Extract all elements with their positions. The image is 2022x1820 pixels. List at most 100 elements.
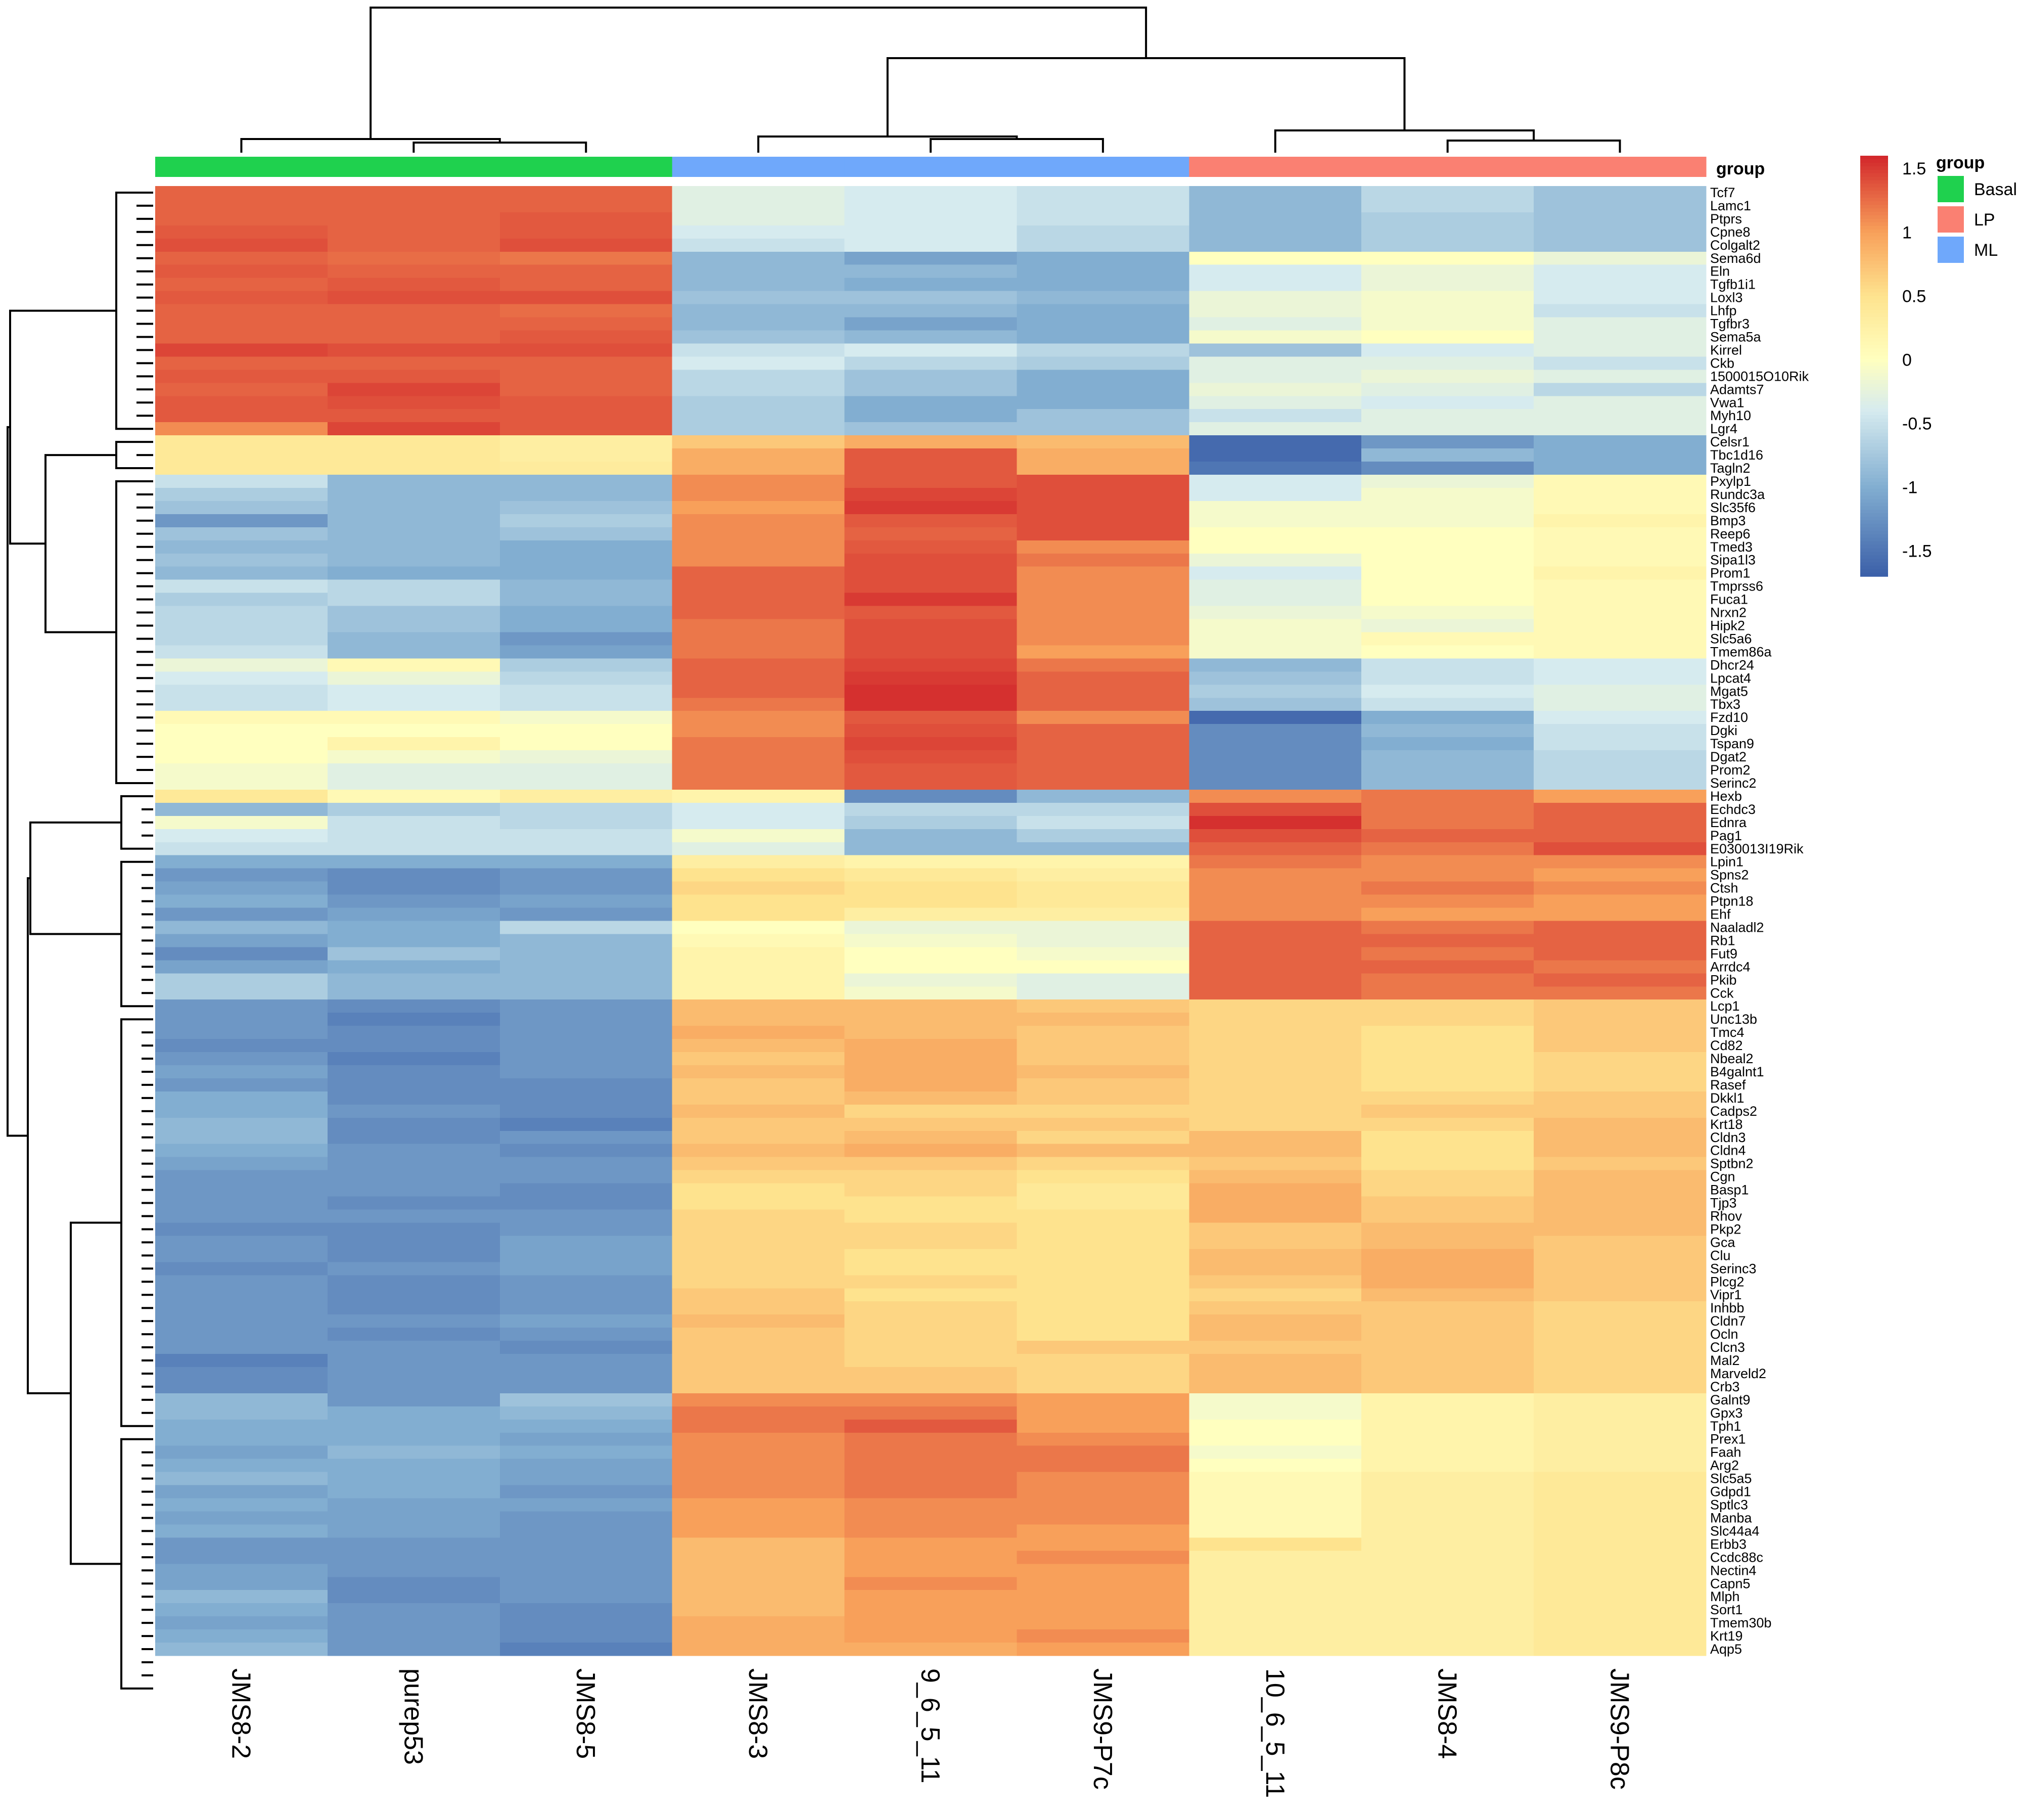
heatmap-cell: [1189, 789, 1362, 803]
heatmap-cell: [672, 763, 845, 777]
heatmap-cell: [1189, 1026, 1362, 1039]
colorbar-step: [1860, 198, 1888, 202]
heatmap-cell: [844, 921, 1018, 935]
heatmap-cell: [1017, 1262, 1189, 1276]
colorbar-step: [1860, 254, 1888, 258]
heatmap-cell: [1361, 317, 1534, 331]
colorbar-step: [1860, 446, 1888, 451]
heatmap-cell: [1534, 1590, 1707, 1604]
heatmap-cell: [1361, 1419, 1534, 1433]
heatmap-cell: [1361, 1498, 1534, 1512]
heatmap-cell: [327, 1643, 500, 1656]
colorbar-step: [1860, 474, 1888, 479]
heatmap-cell: [1534, 593, 1707, 607]
heatmap-cell: [1017, 1209, 1189, 1223]
heatmap-cell: [499, 829, 673, 843]
heatmap-cell: [1534, 186, 1707, 200]
heatmap-cell: [844, 829, 1018, 843]
heatmap-cell: [155, 921, 328, 935]
heatmap-cell: [1189, 1117, 1362, 1131]
heatmap-cell: [155, 947, 328, 961]
heatmap-cell: [327, 1144, 500, 1158]
heatmap-cell: [1361, 737, 1534, 751]
gene-label: Hexb: [1710, 789, 1742, 804]
heatmap-cell: [327, 1117, 500, 1131]
heatmap-cell: [327, 435, 500, 449]
heatmap-cell: [1189, 842, 1362, 856]
group-bar-cell: [499, 157, 673, 177]
heatmap-cell: [1534, 999, 1707, 1013]
heatmap-cell: [327, 776, 500, 790]
heatmap-cell: [1534, 1236, 1707, 1249]
heatmap-cell: [844, 947, 1018, 961]
heatmap-cell: [844, 1052, 1018, 1066]
heatmap-cell: [672, 658, 845, 672]
heatmap-cell: [1189, 370, 1362, 383]
heatmap-cell: [1361, 671, 1534, 685]
heatmap-cell: [1361, 1196, 1534, 1210]
heatmap-cell: [1534, 894, 1707, 908]
heatmap-cell: [499, 1472, 673, 1486]
heatmap-cell: [327, 186, 500, 200]
heatmap-cell: [1017, 1498, 1189, 1512]
heatmap-cell: [672, 409, 845, 423]
heatmap-cell: [327, 1498, 500, 1512]
heatmap-cell: [327, 462, 500, 475]
heatmap-cell: [155, 1249, 328, 1262]
heatmap-cell: [1189, 1236, 1362, 1249]
heatmap-cell: [1017, 462, 1189, 475]
heatmap-cell: [672, 986, 845, 1000]
colorbar-step: [1860, 169, 1888, 174]
colorbar-step: [1860, 397, 1888, 402]
heatmap-cell: [1534, 566, 1707, 580]
heatmap-cell: [1361, 1459, 1534, 1473]
heatmap-cell: [1017, 1485, 1189, 1499]
heatmap-cell: [844, 291, 1018, 305]
heatmap-cell: [1361, 343, 1534, 357]
heatmap-cell: [672, 370, 845, 383]
heatmap-cell: [1361, 855, 1534, 869]
heatmap-cell: [1017, 789, 1189, 803]
heatmap-cell: [672, 671, 845, 685]
heatmap-cell: [1361, 1472, 1534, 1486]
heatmap-cell: [327, 448, 500, 462]
heatmap-cell: [499, 619, 673, 633]
heatmap-cell: [327, 238, 500, 252]
heatmap-cell: [327, 671, 500, 685]
heatmap-cell: [1534, 1393, 1707, 1407]
gene-label: Cadps2: [1710, 1104, 1757, 1119]
gene-label: Slc44a4: [1710, 1523, 1760, 1538]
heatmap-cell: [499, 711, 673, 724]
heatmap-cell: [1534, 1616, 1707, 1630]
heatmap-cell: [1361, 514, 1534, 528]
heatmap-cell: [672, 1629, 845, 1643]
heatmap-cell: [1017, 855, 1189, 869]
colorbar-step: [1860, 296, 1888, 300]
heatmap-cell: [1189, 383, 1362, 396]
colorbar-step: [1860, 555, 1888, 560]
heatmap-cell: [327, 947, 500, 961]
heatmap-cell: [155, 855, 328, 869]
colorbar-step: [1860, 478, 1888, 482]
heatmap-cell: [499, 789, 673, 803]
gene-label: Rb1: [1710, 933, 1735, 948]
gene-label: Faah: [1710, 1445, 1741, 1460]
colorbar-step: [1860, 495, 1888, 500]
heatmap-cell: [1017, 356, 1189, 370]
gene-label: Ptpn18: [1710, 894, 1754, 909]
heatmap-cell: [155, 1026, 328, 1039]
heatmap-cell: [672, 1209, 845, 1223]
heatmap-cell: [327, 1551, 500, 1564]
heatmap-cell: [1534, 698, 1707, 711]
heatmap-cell: [672, 1432, 845, 1446]
heatmap-cell: [844, 1498, 1018, 1512]
colorbar-step: [1860, 471, 1888, 475]
heatmap-cell: [1017, 815, 1189, 830]
heatmap-cell: [1017, 1616, 1189, 1630]
heatmap-cell: [844, 855, 1018, 869]
heatmap-cell: [1189, 1524, 1362, 1538]
heatmap-cell: [327, 1236, 500, 1249]
heatmap-cell: [672, 1354, 845, 1368]
heatmap-cell: [499, 462, 673, 475]
heatmap-cell: [155, 632, 328, 646]
